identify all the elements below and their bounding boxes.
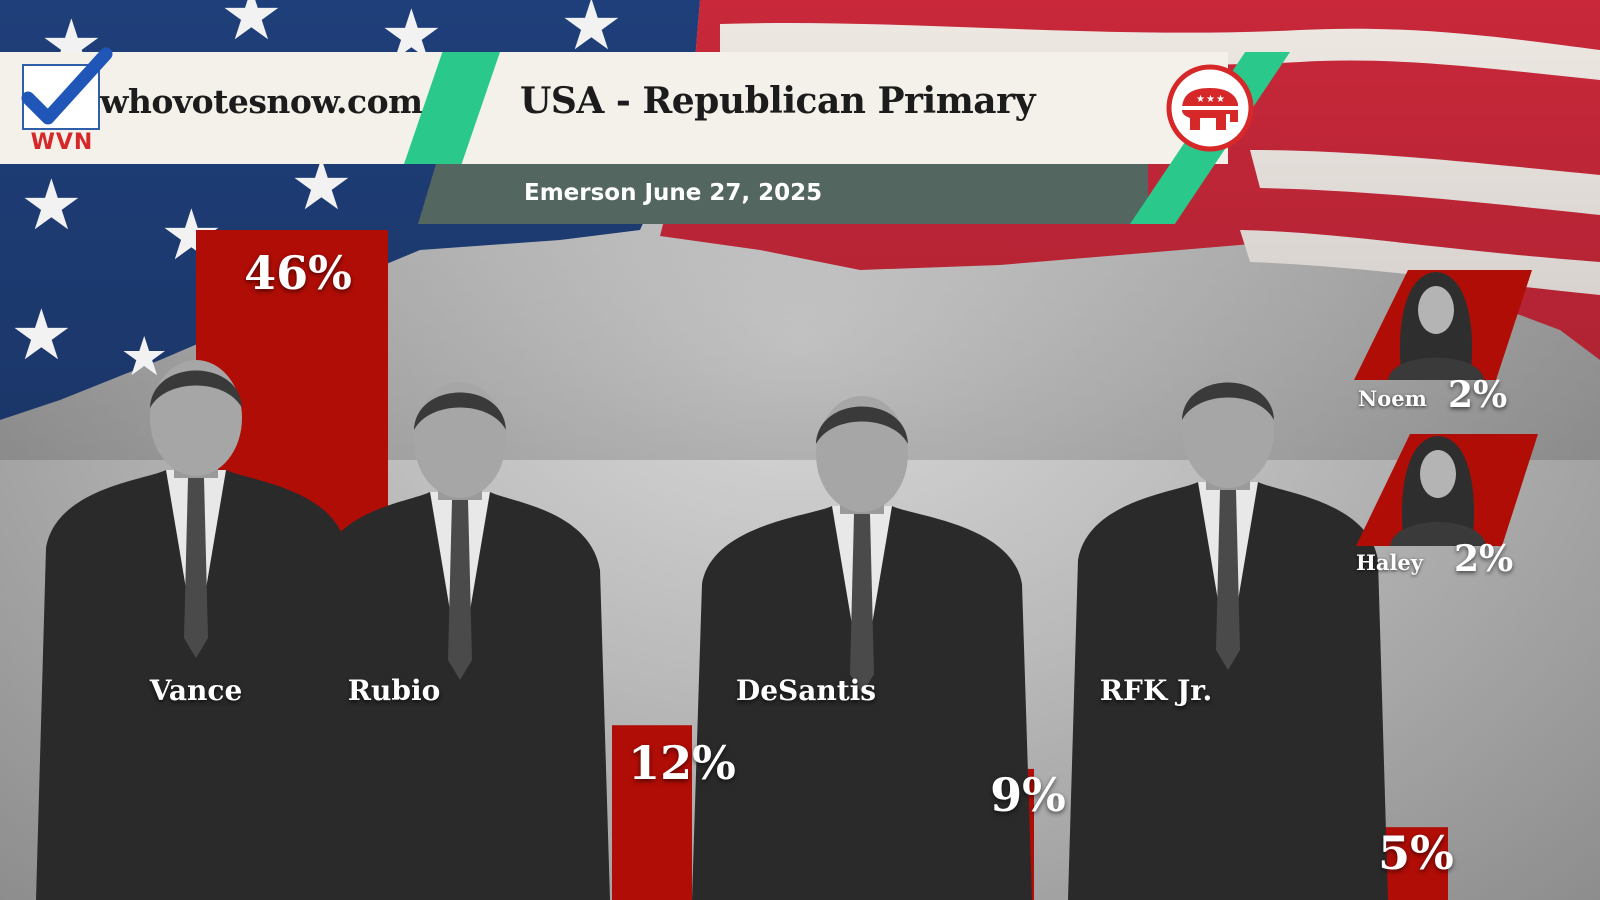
star-icon: ★: [560, 0, 623, 66]
value-label: 2%: [1448, 374, 1508, 416]
page-title: USA - Republican Primary: [520, 80, 1036, 122]
candidate-photo-desantis: [692, 396, 1032, 900]
candidate-photo-vance: [36, 360, 356, 900]
value-label: 12%: [628, 736, 736, 790]
candidate-name: Vance: [149, 674, 243, 707]
svg-text:★: ★: [1216, 94, 1225, 105]
candidate-photo-rubio: [310, 382, 610, 900]
logo-box: [21, 47, 113, 130]
star-icon: ★: [120, 325, 169, 388]
bar-rubio: [612, 725, 692, 900]
svg-text:★: ★: [1206, 94, 1215, 105]
subtitle-bar: [418, 164, 1148, 224]
candidate-name: Noem: [1358, 386, 1427, 411]
site-name[interactable]: whovotesnow.com: [100, 82, 423, 121]
poll-source-date: Emerson June 27, 2025: [524, 180, 823, 206]
value-label: 46%: [244, 246, 352, 300]
logo-letters: WVN: [30, 130, 94, 155]
candidate-name: Haley: [1356, 550, 1423, 575]
header-bar: [0, 52, 1228, 164]
checkmark-icon: [21, 47, 113, 125]
gop-elephant-icon: ★ ★ ★: [1166, 64, 1254, 152]
value-label: 2%: [1454, 538, 1514, 580]
candidate-name: DeSantis: [735, 674, 877, 707]
value-label: 5%: [1378, 826, 1454, 880]
candidate-name: Rubio: [347, 674, 441, 707]
value-label: 9%: [990, 768, 1066, 822]
star-icon: ★: [20, 164, 83, 246]
candidate-photo-haley: [1390, 436, 1486, 546]
candidate-photo-noem: [1388, 272, 1484, 380]
candidate-name: RFK Jr.: [1099, 674, 1213, 707]
star-icon: ★: [10, 294, 73, 376]
svg-text:★: ★: [1196, 94, 1205, 105]
candidate-photo-rfk-jr-: [1068, 372, 1388, 900]
star-icon: ★: [220, 0, 283, 56]
